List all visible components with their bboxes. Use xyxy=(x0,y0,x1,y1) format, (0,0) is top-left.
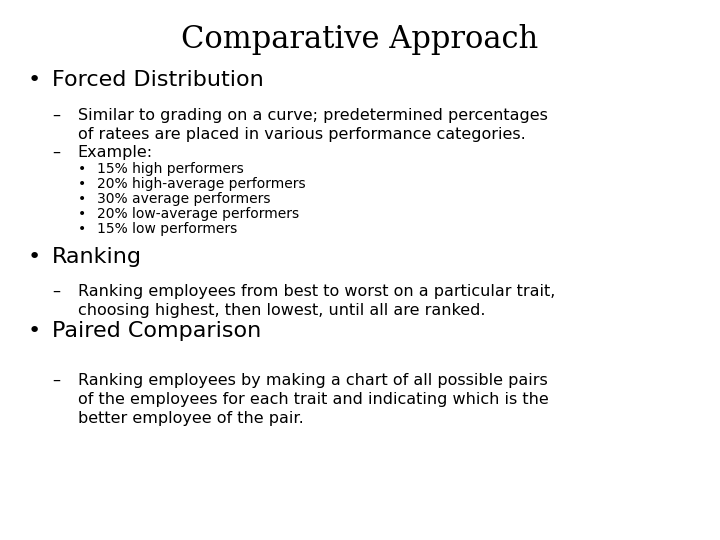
Text: •: • xyxy=(27,70,40,90)
Text: •: • xyxy=(78,192,86,206)
Text: Ranking employees by making a chart of all possible pairs
of the employees for e: Ranking employees by making a chart of a… xyxy=(78,373,549,426)
Text: Ranking employees from best to worst on a particular trait,
choosing highest, th: Ranking employees from best to worst on … xyxy=(78,284,555,318)
Text: •: • xyxy=(27,321,40,341)
Text: 20% low-average performers: 20% low-average performers xyxy=(97,207,300,221)
Text: Paired Comparison: Paired Comparison xyxy=(52,321,261,341)
Text: –: – xyxy=(52,145,60,160)
Text: 20% high-average performers: 20% high-average performers xyxy=(97,177,306,191)
Text: •: • xyxy=(78,222,86,237)
Text: •: • xyxy=(78,162,86,176)
Text: Comparative Approach: Comparative Approach xyxy=(181,24,539,55)
Text: •: • xyxy=(78,207,86,221)
Text: •: • xyxy=(78,177,86,191)
Text: –: – xyxy=(52,108,60,123)
Text: 15% high performers: 15% high performers xyxy=(97,162,244,176)
Text: 30% average performers: 30% average performers xyxy=(97,192,271,206)
Text: 15% low performers: 15% low performers xyxy=(97,222,238,237)
Text: –: – xyxy=(52,284,60,299)
Text: Forced Distribution: Forced Distribution xyxy=(52,70,264,90)
Text: Ranking: Ranking xyxy=(52,247,142,267)
Text: –: – xyxy=(52,373,60,388)
Text: Example:: Example: xyxy=(78,145,153,160)
Text: Similar to grading on a curve; predetermined percentages
of ratees are placed in: Similar to grading on a curve; predeterm… xyxy=(78,108,548,142)
Text: •: • xyxy=(27,247,40,267)
